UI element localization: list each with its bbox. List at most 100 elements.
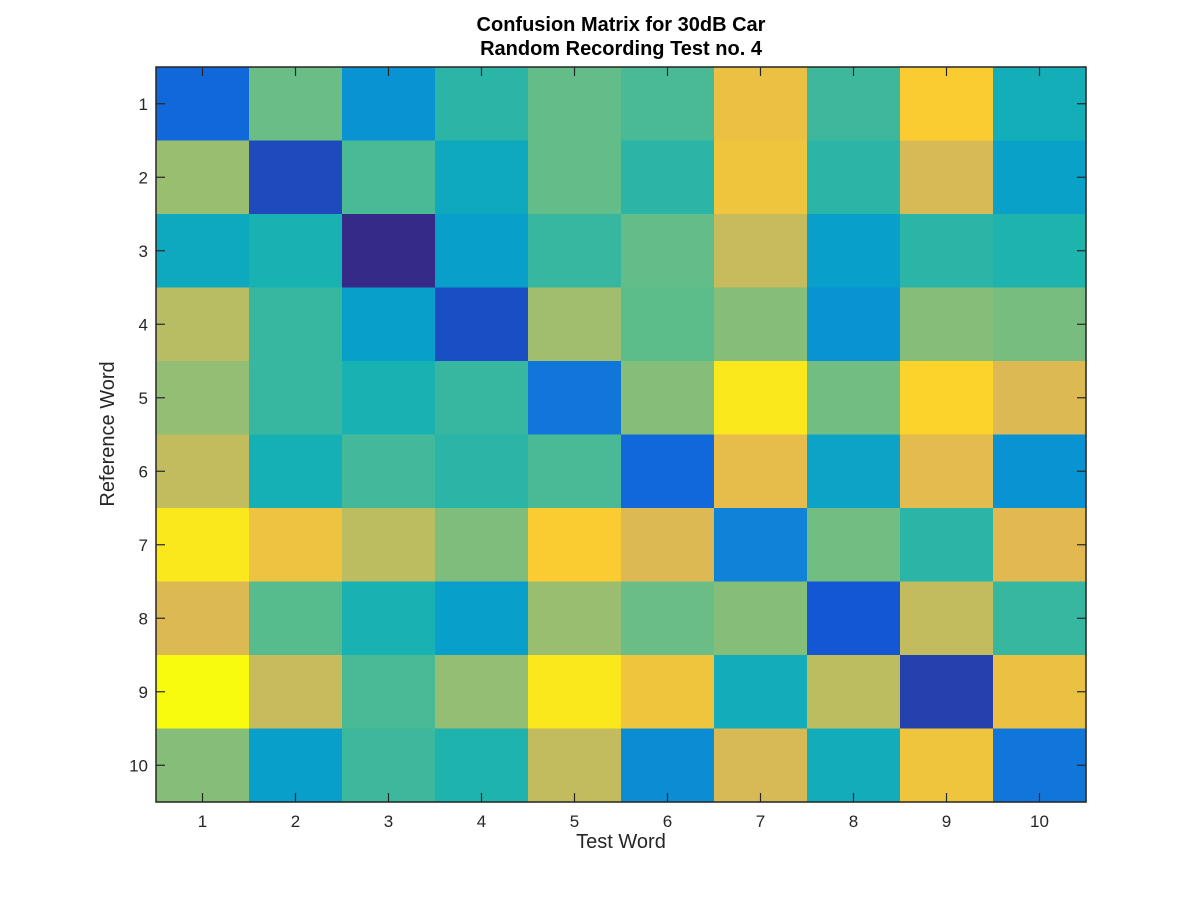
heatmap-cell-r2-c3: [342, 140, 436, 215]
y-tick-label-10: 10: [129, 756, 148, 775]
x-tick-label-7: 7: [756, 812, 765, 831]
heatmap-cell-r5-c2: [249, 361, 343, 436]
heatmap-cell-r8-c4: [435, 581, 529, 656]
axis-ticks: [156, 67, 1086, 802]
chart-title-line-1: Confusion Matrix for 30dB Car: [477, 14, 766, 36]
y-tick-label-5: 5: [139, 389, 148, 408]
heatmap-cells: [156, 67, 1087, 803]
x-tick-labels: 1 2 3 4 5 6 7 8 9 10: [198, 812, 1049, 831]
heatmap-cell-r7-c6: [621, 508, 715, 583]
heatmap-cell-r6-c6: [621, 434, 715, 509]
x-tick-label-1: 1: [198, 812, 207, 831]
heatmap-cell-r10-c10: [993, 728, 1087, 803]
heatmap-cell-r4-c5: [528, 287, 622, 362]
heatmap-cell-r4-c4: [435, 287, 529, 362]
heatmap-cell-r8-c1: [156, 581, 250, 656]
heatmap-cell-r10-c3: [342, 728, 436, 803]
heatmap-cell-r3-c4: [435, 214, 529, 289]
y-tick-label-8: 8: [139, 609, 148, 628]
heatmap-cell-r3-c9: [900, 214, 994, 289]
heatmap-cell-r10-c5: [528, 728, 622, 803]
heatmap-cell-r7-c7: [714, 508, 808, 583]
heatmap-cell-r2-c10: [993, 140, 1087, 215]
heatmap-cell-r6-c3: [342, 434, 436, 509]
heatmap-cell-r8-c6: [621, 581, 715, 656]
x-tick-label-8: 8: [849, 812, 858, 831]
heatmap-cell-r3-c7: [714, 214, 808, 289]
x-tick-label-6: 6: [663, 812, 672, 831]
heatmap-cell-r3-c8: [807, 214, 901, 289]
heatmap-cell-r1-c7: [714, 67, 808, 142]
heatmap-cell-r6-c10: [993, 434, 1087, 509]
heatmap-cell-r7-c4: [435, 508, 529, 583]
heatmap-cell-r10-c4: [435, 728, 529, 803]
heatmap-cell-r8-c8: [807, 581, 901, 656]
heatmap-cell-r1-c5: [528, 67, 622, 142]
heatmap-cell-r8-c2: [249, 581, 343, 656]
heatmap-cell-r4-c7: [714, 287, 808, 362]
heatmap-cell-r2-c4: [435, 140, 529, 215]
heatmap-cell-r1-c3: [342, 67, 436, 142]
y-tick-label-6: 6: [139, 462, 148, 481]
heatmap-cell-r9-c1: [156, 655, 250, 730]
heatmap-cell-r10-c9: [900, 728, 994, 803]
heatmap-cell-r2-c7: [714, 140, 808, 215]
heatmap-cell-r6-c5: [528, 434, 622, 509]
heatmap-cell-r9-c5: [528, 655, 622, 730]
heatmap-cell-r2-c9: [900, 140, 994, 215]
heatmap-cell-r6-c9: [900, 434, 994, 509]
y-tick-labels: 1 2 3 4 5 6 7 8 9 10: [129, 95, 148, 776]
heatmap-cell-r1-c1: [156, 67, 250, 142]
heatmap-cell-r6-c1: [156, 434, 250, 509]
heatmap-cell-r5-c9: [900, 361, 994, 436]
heatmap-cell-r5-c1: [156, 361, 250, 436]
heatmap-cell-r9-c8: [807, 655, 901, 730]
heatmap-cell-r7-c10: [993, 508, 1087, 583]
x-axis-label: Test Word: [576, 831, 666, 853]
heatmap-cell-r6-c4: [435, 434, 529, 509]
heatmap-cell-r2-c1: [156, 140, 250, 215]
heatmap-cell-r5-c5: [528, 361, 622, 436]
heatmap-cell-r5-c7: [714, 361, 808, 436]
heatmap-cell-r4-c9: [900, 287, 994, 362]
heatmap-cell-r10-c7: [714, 728, 808, 803]
heatmap-cell-r3-c10: [993, 214, 1087, 289]
heatmap-cell-r9-c6: [621, 655, 715, 730]
heatmap-cell-r8-c7: [714, 581, 808, 656]
heatmap-cell-r6-c8: [807, 434, 901, 509]
y-tick-label-7: 7: [139, 536, 148, 555]
heatmap-cell-r2-c6: [621, 140, 715, 215]
heatmap-cell-r7-c3: [342, 508, 436, 583]
heatmap-cell-r5-c3: [342, 361, 436, 436]
y-tick-label-4: 4: [139, 315, 148, 334]
x-tick-label-9: 9: [942, 812, 951, 831]
heatmap-cell-r9-c3: [342, 655, 436, 730]
y-tick-label-2: 2: [139, 168, 148, 187]
heatmap-cell-r4-c8: [807, 287, 901, 362]
x-tick-label-4: 4: [477, 812, 486, 831]
y-tick-label-9: 9: [139, 683, 148, 702]
heatmap-cell-r2-c5: [528, 140, 622, 215]
heatmap-cell-r10-c1: [156, 728, 250, 803]
heatmap-cell-r3-c3: [342, 214, 436, 289]
heatmap-cell-r2-c8: [807, 140, 901, 215]
heatmap-cell-r10-c2: [249, 728, 343, 803]
heatmap-cell-r3-c1: [156, 214, 250, 289]
x-tick-label-10: 10: [1030, 812, 1049, 831]
heatmap-cell-r5-c4: [435, 361, 529, 436]
heatmap-cell-r4-c1: [156, 287, 250, 362]
heatmap-cell-r3-c5: [528, 214, 622, 289]
heatmap-cell-r5-c6: [621, 361, 715, 436]
heatmap-cell-r4-c3: [342, 287, 436, 362]
heatmap-cell-r9-c10: [993, 655, 1087, 730]
heatmap-cell-r9-c4: [435, 655, 529, 730]
x-tick-label-2: 2: [291, 812, 300, 831]
heatmap-cell-r4-c6: [621, 287, 715, 362]
heatmap-cell-r7-c1: [156, 508, 250, 583]
heatmap-cell-r7-c9: [900, 508, 994, 583]
heatmap-cell-r1-c4: [435, 67, 529, 142]
y-tick-label-3: 3: [139, 242, 148, 261]
heatmap-cell-r7-c2: [249, 508, 343, 583]
heatmap-cell-r8-c9: [900, 581, 994, 656]
